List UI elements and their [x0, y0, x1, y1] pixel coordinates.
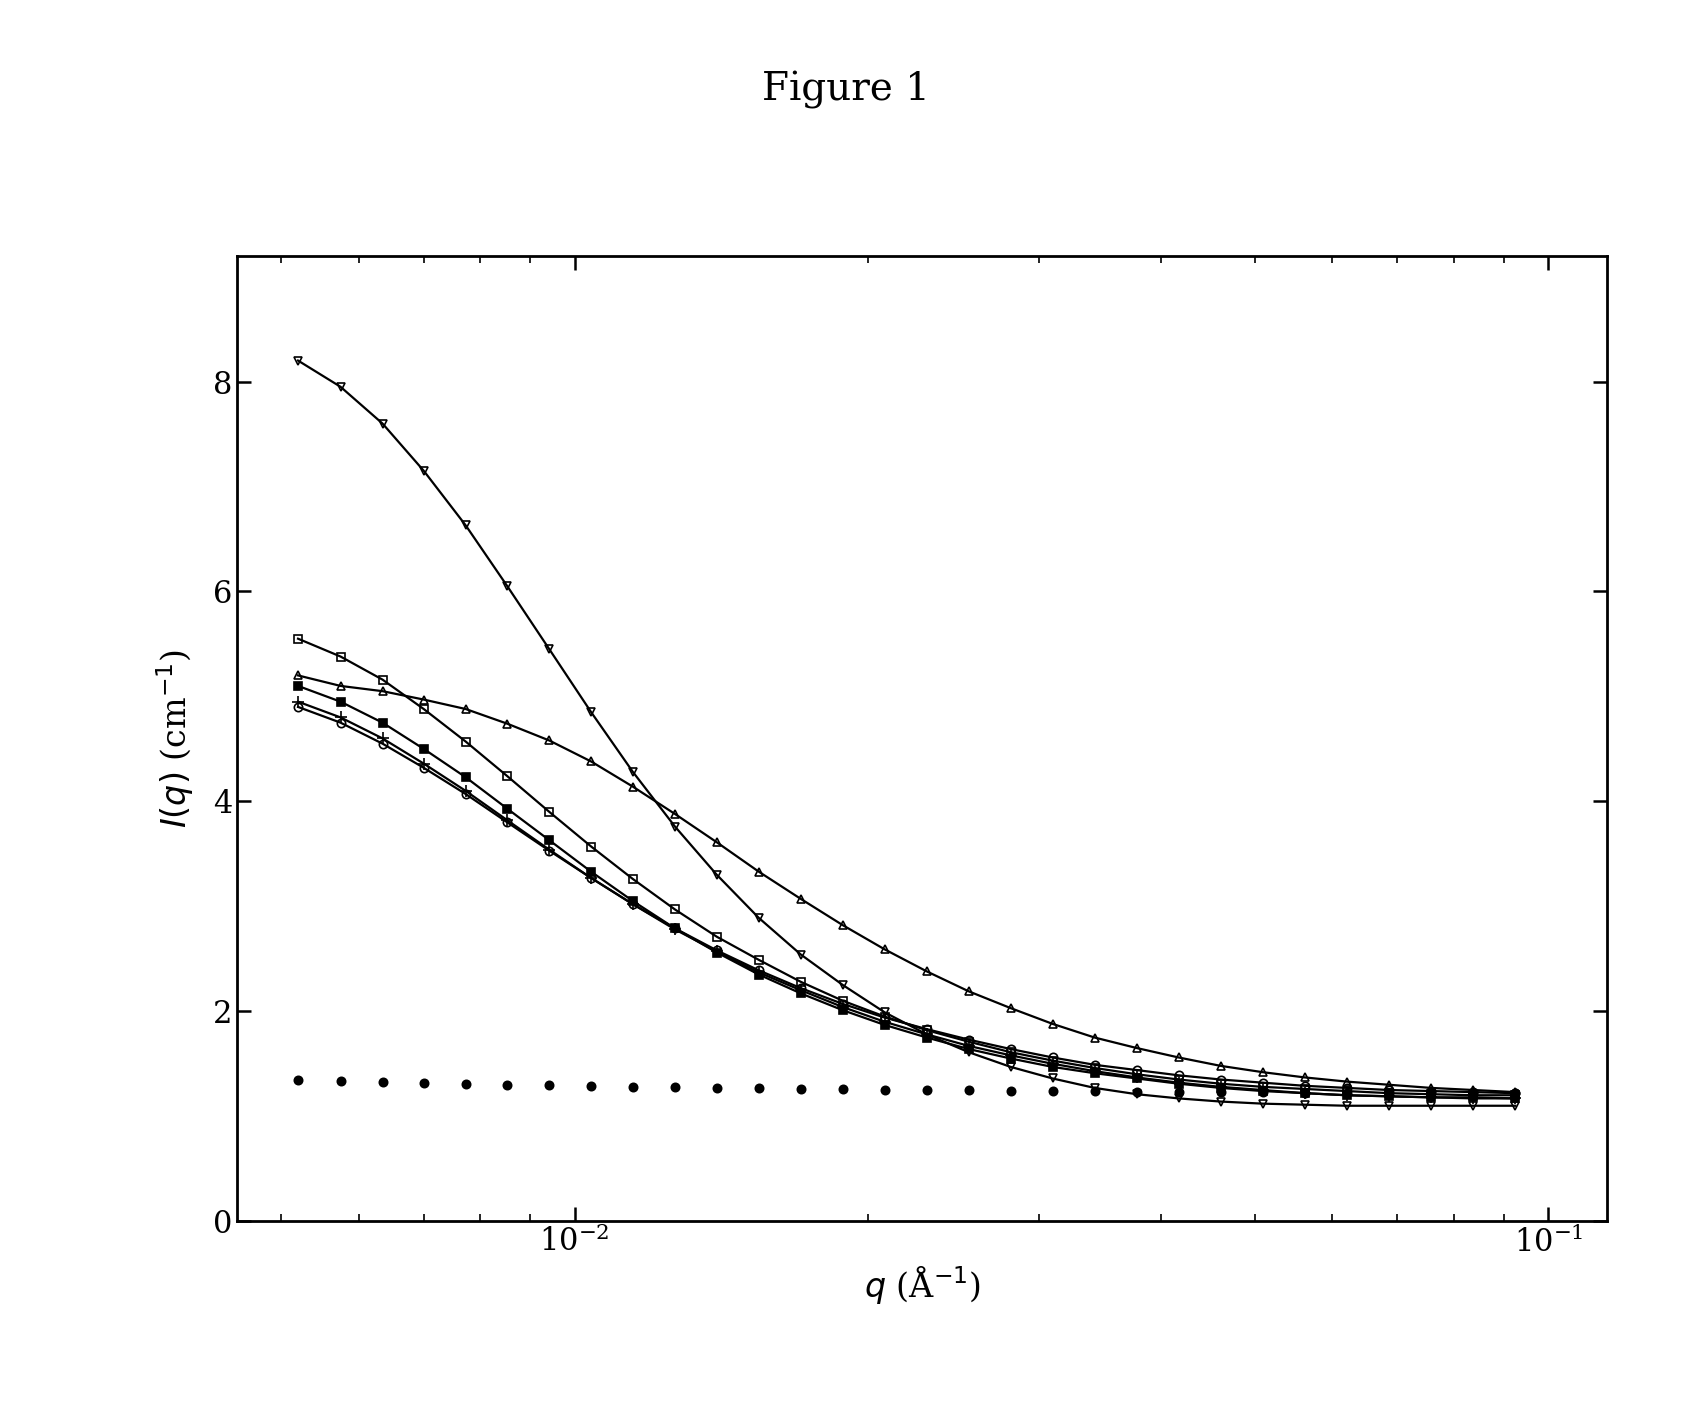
X-axis label: $q$ (Å$^{-1}$): $q$ (Å$^{-1}$) — [863, 1264, 981, 1306]
Text: Figure 1: Figure 1 — [761, 71, 931, 109]
Y-axis label: $I(q)$ (cm$^{-1}$): $I(q)$ (cm$^{-1}$) — [154, 649, 196, 828]
